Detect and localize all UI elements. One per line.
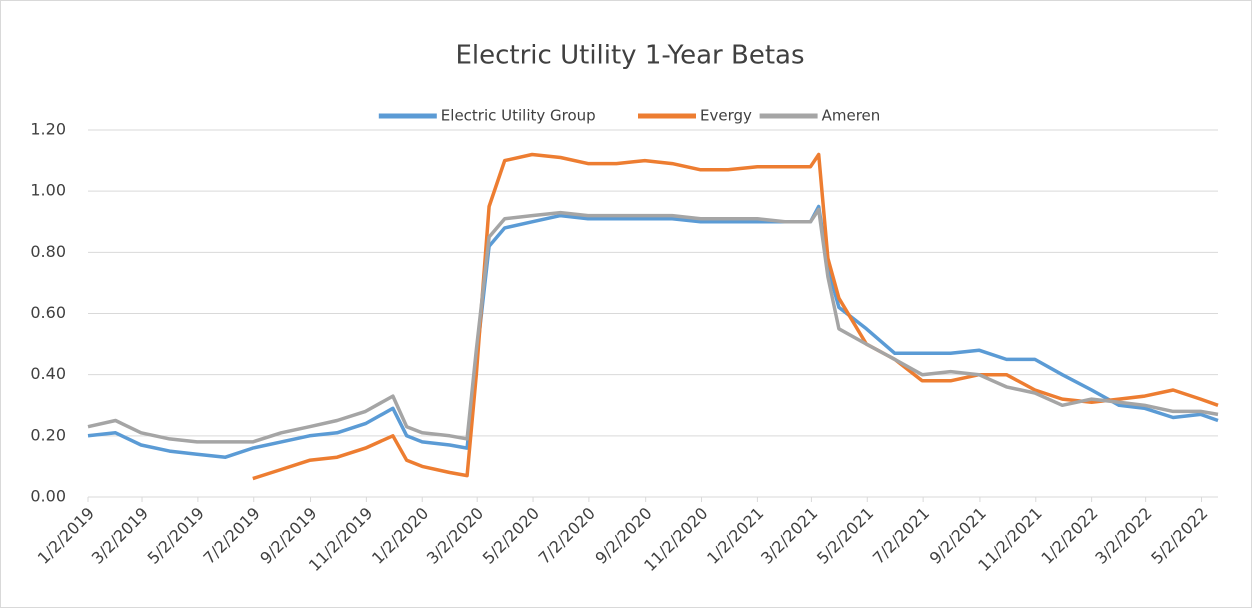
y-tick-label: 0.80 xyxy=(30,242,66,261)
chart-title: Electric Utility 1-Year Betas xyxy=(455,41,804,71)
series-line xyxy=(87,204,1219,459)
y-tick-label: 0.20 xyxy=(30,425,66,444)
y-tick-label: 0.00 xyxy=(30,487,66,506)
y-tick-label: 0.40 xyxy=(30,364,66,383)
y-tick-label: 0.60 xyxy=(30,303,66,322)
legend-label: Evergy xyxy=(700,107,752,125)
legend-label: Electric Utility Group xyxy=(441,107,596,125)
legend-label: Ameren xyxy=(822,107,881,125)
series-line xyxy=(252,152,1219,481)
y-tick-label: 1.20 xyxy=(30,120,66,139)
series-line xyxy=(87,207,1219,444)
y-tick-label: 1.00 xyxy=(30,181,66,200)
